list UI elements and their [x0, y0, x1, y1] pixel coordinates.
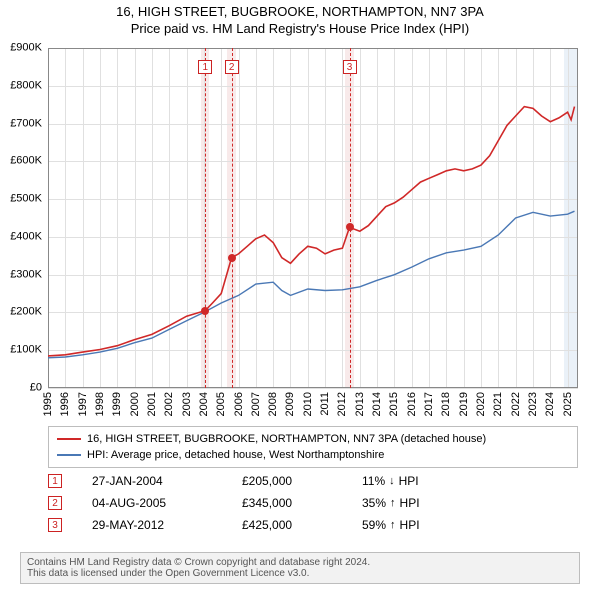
sale-row-pct: 11%	[362, 474, 385, 488]
sale-row-index: 3	[48, 518, 62, 532]
sale-row-date: 29-MAY-2012	[92, 518, 242, 532]
footer-line: This data is licensed under the Open Gov…	[27, 568, 573, 579]
sale-row-diff: 35% ↑ HPI	[362, 496, 482, 510]
sale-row-index: 1	[48, 474, 62, 488]
y-axis-label: £200K	[10, 307, 42, 318]
x-axis-label: 2014	[371, 392, 383, 416]
sale-point-dot	[201, 307, 209, 315]
legend-row: 16, HIGH STREET, BUGBROOKE, NORTHAMPTON,…	[57, 431, 569, 447]
page: 16, HIGH STREET, BUGBROOKE, NORTHAMPTON,…	[0, 0, 600, 590]
x-axis-label: 2005	[215, 392, 227, 416]
x-axis-label: 1997	[77, 392, 89, 416]
sale-row-price: £425,000	[242, 518, 362, 532]
x-axis-label: 2011	[319, 392, 331, 416]
x-axis-label: 1995	[42, 392, 54, 416]
x-axis-label: 2017	[423, 392, 435, 416]
sale-row: 3 29-MAY-2012£425,00059% ↑ HPI	[48, 514, 578, 536]
title-subtitle: Price paid vs. HM Land Registry's House …	[0, 21, 600, 36]
sale-row-price: £205,000	[242, 474, 362, 488]
legend-label: 16, HIGH STREET, BUGBROOKE, NORTHAMPTON,…	[87, 433, 486, 445]
sale-marker-line	[350, 48, 351, 388]
sale-marker-line	[232, 48, 233, 388]
x-axis-label: 2013	[354, 392, 366, 416]
title-address: 16, HIGH STREET, BUGBROOKE, NORTHAMPTON,…	[0, 4, 600, 19]
x-axis-label: 2006	[233, 392, 245, 416]
x-axis-label: 2020	[475, 392, 487, 416]
x-axis-label: 2022	[510, 392, 522, 416]
y-axis-label: £0	[30, 383, 42, 394]
y-axis-label: £100K	[10, 345, 42, 356]
sale-row-price: £345,000	[242, 496, 362, 510]
x-axis-label: 2023	[527, 392, 539, 416]
sale-row-diff: 59% ↑ HPI	[362, 518, 482, 532]
x-axis-label: 2003	[181, 392, 193, 416]
x-axis-label: 2019	[458, 392, 470, 416]
sale-marker-badge: 3	[343, 60, 357, 74]
y-axis-label: £600K	[10, 156, 42, 167]
legend-swatch	[57, 438, 81, 440]
series-property	[48, 107, 575, 356]
sale-marker-badge: 2	[225, 60, 239, 74]
y-axis-label: £300K	[10, 269, 42, 280]
gridline-h	[48, 388, 578, 389]
arrow-icon: ↑	[390, 519, 396, 531]
footer-line: Contains HM Land Registry data © Crown c…	[27, 557, 573, 568]
sale-marker-line	[205, 48, 206, 388]
chart: 123 £0£100K£200K£300K£400K£500K£600K£700…	[48, 48, 578, 388]
sales-table: 1 27-JAN-2004£205,00011% ↓ HPI 2 04-AUG-200…	[48, 470, 578, 536]
x-axis-label: 2018	[440, 392, 452, 416]
sale-marker-badge: 1	[198, 60, 212, 74]
sale-point-dot	[346, 223, 354, 231]
chart-plot	[48, 48, 578, 388]
x-axis-label: 1999	[111, 392, 123, 416]
x-axis-label: 2024	[544, 392, 556, 416]
title-block: 16, HIGH STREET, BUGBROOKE, NORTHAMPTON,…	[0, 0, 600, 36]
sale-row: 1 27-JAN-2004£205,00011% ↓ HPI	[48, 470, 578, 492]
x-axis-label: 2009	[284, 392, 296, 416]
x-axis-label: 2004	[198, 392, 210, 416]
x-axis-label: 1998	[94, 392, 106, 416]
x-axis-label: 2001	[146, 392, 158, 416]
sale-row-suffix: HPI	[400, 496, 420, 510]
x-axis-label: 2025	[562, 392, 574, 416]
legend: 16, HIGH STREET, BUGBROOKE, NORTHAMPTON,…	[48, 426, 578, 468]
x-axis-label: 2015	[388, 392, 400, 416]
sale-row-pct: 59%	[362, 518, 386, 532]
sale-row-date: 27-JAN-2004	[92, 474, 242, 488]
sale-point-dot	[228, 254, 236, 262]
arrow-icon: ↓	[389, 475, 395, 487]
legend-label: HPI: Average price, detached house, West…	[87, 449, 384, 461]
y-axis-label: £900K	[10, 43, 42, 54]
x-axis-label: 2021	[492, 392, 504, 416]
x-axis-label: 2002	[163, 392, 175, 416]
legend-row: HPI: Average price, detached house, West…	[57, 447, 569, 463]
x-axis-label: 2012	[336, 392, 348, 416]
x-axis-label: 2016	[406, 392, 418, 416]
y-axis-label: £800K	[10, 80, 42, 91]
footer: Contains HM Land Registry data © Crown c…	[20, 552, 580, 584]
sale-row-suffix: HPI	[399, 474, 419, 488]
sale-row-pct: 35%	[362, 496, 386, 510]
y-axis-label: £400K	[10, 231, 42, 242]
sale-row-suffix: HPI	[400, 518, 420, 532]
series-hpi	[48, 211, 575, 358]
legend-swatch	[57, 454, 81, 456]
sale-row-index: 2	[48, 496, 62, 510]
sale-row-date: 04-AUG-2005	[92, 496, 242, 510]
sale-row: 2 04-AUG-2005£345,00035% ↑ HPI	[48, 492, 578, 514]
sale-row-diff: 11% ↓ HPI	[362, 474, 482, 488]
y-axis-label: £700K	[10, 118, 42, 129]
y-axis-label: £500K	[10, 194, 42, 205]
x-axis-label: 2010	[302, 392, 314, 416]
x-axis-label: 2000	[129, 392, 141, 416]
x-axis-label: 2008	[267, 392, 279, 416]
arrow-icon: ↑	[390, 497, 396, 509]
x-axis-label: 1996	[59, 392, 71, 416]
x-axis-label: 2007	[250, 392, 262, 416]
